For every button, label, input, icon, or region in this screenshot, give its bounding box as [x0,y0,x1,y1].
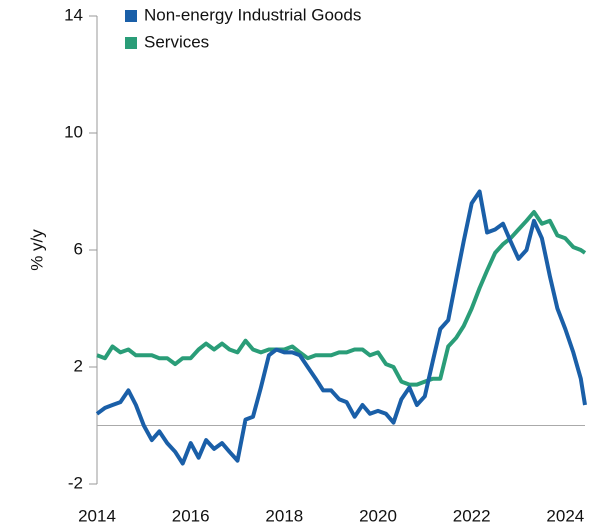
x-tick-label: 2014 [78,506,116,525]
y-tick-label: 2 [74,356,83,375]
legend-label: Non-energy Industrial Goods [144,5,361,24]
y-tick-label: 14 [64,5,83,24]
legend-swatch [125,37,137,49]
series-line [96,210,587,387]
x-tick-label: 2018 [265,506,303,525]
x-tick-label: 2024 [546,506,584,525]
y-axis-label: % y/y [27,229,46,271]
x-tick-label: 2020 [359,506,397,525]
x-tick-label: 2016 [172,506,210,525]
series-line [95,189,587,466]
x-tick-label: 2022 [453,506,491,525]
y-tick-label: 10 [64,122,83,141]
y-tick-label: 6 [74,239,83,258]
legend-swatch [125,10,137,22]
legend-label: Services [144,32,209,51]
y-tick-label: -2 [68,473,83,492]
